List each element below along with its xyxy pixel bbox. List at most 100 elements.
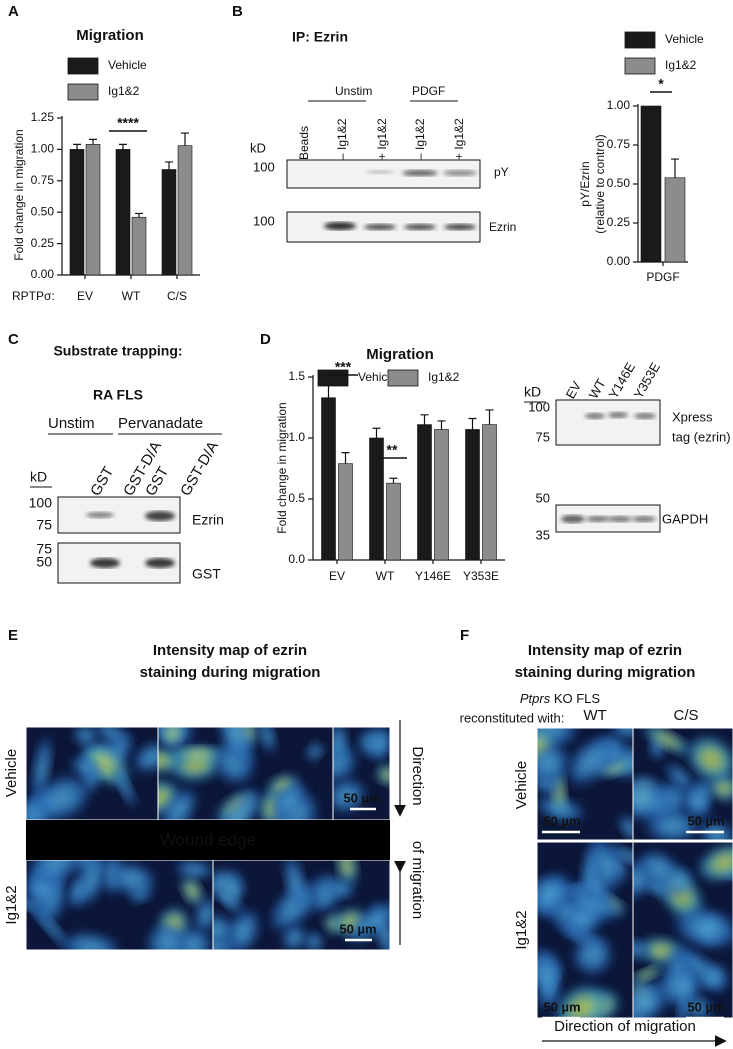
cell	[537, 742, 572, 787]
cell	[180, 875, 205, 907]
blot-band	[632, 516, 656, 522]
cell	[586, 865, 608, 909]
bar	[417, 424, 432, 561]
x-tick-label: EV	[77, 289, 93, 303]
legend-swatch	[317, 369, 349, 387]
x-tick-label: Y353E	[463, 569, 499, 583]
error-bar	[389, 477, 398, 484]
cell	[617, 813, 633, 840]
bar	[640, 105, 662, 263]
blot-band	[586, 516, 610, 522]
y-tick-label: 1.0	[288, 430, 305, 444]
lane-label: – Ig1&2	[335, 118, 349, 160]
bar	[386, 482, 401, 561]
row-label: Vehicle	[3, 749, 20, 797]
cell	[214, 787, 262, 820]
chart-title: Migration	[366, 346, 434, 363]
error-bar	[468, 417, 477, 430]
error-bar	[324, 383, 333, 398]
x-axis-label: RPTPσ:	[12, 289, 55, 303]
blot-band	[443, 170, 477, 176]
x-tick-label: WT	[376, 569, 395, 583]
kd-label: kD	[30, 469, 47, 485]
kd-label: kD	[250, 140, 266, 155]
y-tick-label: 0.00	[607, 254, 631, 268]
cell	[375, 763, 390, 787]
bar	[482, 424, 497, 561]
legend-swatch	[624, 57, 656, 75]
marker: 100	[29, 495, 53, 511]
blot-row-label: GAPDH	[662, 511, 708, 526]
blot-band	[324, 222, 356, 230]
y-axis-label: Fold change in migration	[12, 129, 26, 260]
direction-label: of migration	[409, 841, 426, 919]
y-axis-label: (relative to control)	[593, 134, 607, 233]
y-axis-label: Fold change in migration	[275, 402, 289, 533]
blot-row-label: GST	[192, 566, 221, 582]
scale-bar-label: 50 µm	[687, 999, 724, 1014]
y-tick-label: 1.25	[31, 110, 55, 124]
bar	[338, 463, 353, 561]
legend-swatch	[67, 83, 99, 101]
error-bar	[341, 452, 350, 464]
lane-label: EV	[563, 378, 585, 401]
cell	[213, 885, 246, 916]
cell	[112, 763, 138, 810]
cell	[333, 727, 349, 766]
cell	[280, 923, 309, 950]
legend-swatch	[67, 57, 99, 75]
row-label: Ig1&2	[513, 910, 530, 949]
y-tick-label: 0.25	[607, 215, 631, 229]
x-tick-label: WT	[122, 289, 141, 303]
row-label: Ig1&2	[3, 885, 20, 924]
y-tick-label: 1.00	[607, 98, 631, 112]
cell	[335, 860, 359, 887]
y-tick-label: 1.5	[288, 369, 305, 383]
micrograph	[633, 842, 733, 1018]
blot-band	[444, 224, 476, 230]
lane-label: – Ig1&2	[413, 118, 427, 160]
cell	[72, 727, 99, 748]
error-bar	[420, 414, 429, 425]
cell	[366, 727, 390, 764]
error-bar	[119, 143, 127, 150]
kd-label: kD	[524, 384, 541, 400]
panel-label: B	[232, 3, 243, 20]
column-label: C/S	[673, 707, 698, 724]
legend-label: Vehicle	[108, 58, 147, 72]
marker: 100	[528, 399, 550, 414]
bar	[369, 437, 384, 561]
cell	[564, 733, 618, 789]
micrograph	[26, 727, 158, 820]
direction-label: Direction of migration	[554, 1018, 696, 1035]
cell	[303, 930, 325, 950]
legend-swatch	[387, 369, 419, 387]
y-tick-label: 0.75	[31, 173, 55, 187]
panel-title: staining during migration	[515, 664, 696, 681]
lane-label: Y353E	[631, 360, 664, 402]
direction-label: Direction	[409, 746, 426, 805]
x-tick-label: PDGF	[646, 270, 679, 284]
significance: ****	[117, 115, 139, 131]
significance: **	[387, 442, 398, 458]
cell	[270, 779, 309, 820]
micrograph	[333, 727, 390, 820]
cell	[160, 727, 185, 749]
blot-band	[86, 512, 114, 518]
cell	[633, 938, 650, 961]
legend-swatch	[624, 31, 656, 49]
legend-label: Ig1&2	[665, 58, 697, 72]
error-bar	[671, 158, 679, 178]
legend-label: Vehicle	[665, 32, 704, 46]
strain-name: Ptprs	[520, 691, 551, 706]
micrograph	[633, 728, 733, 840]
blot-band	[366, 170, 394, 174]
blot-band	[634, 413, 656, 419]
blot-subtitle: RA FLS	[93, 387, 143, 403]
x-tick-label: C/S	[167, 289, 187, 303]
strain-suffix: KO FLS	[550, 691, 600, 706]
cell	[641, 728, 693, 757]
blot-row-label: Ezrin	[192, 512, 224, 528]
significance: *	[658, 76, 664, 92]
group-label: Unstim	[48, 415, 95, 432]
